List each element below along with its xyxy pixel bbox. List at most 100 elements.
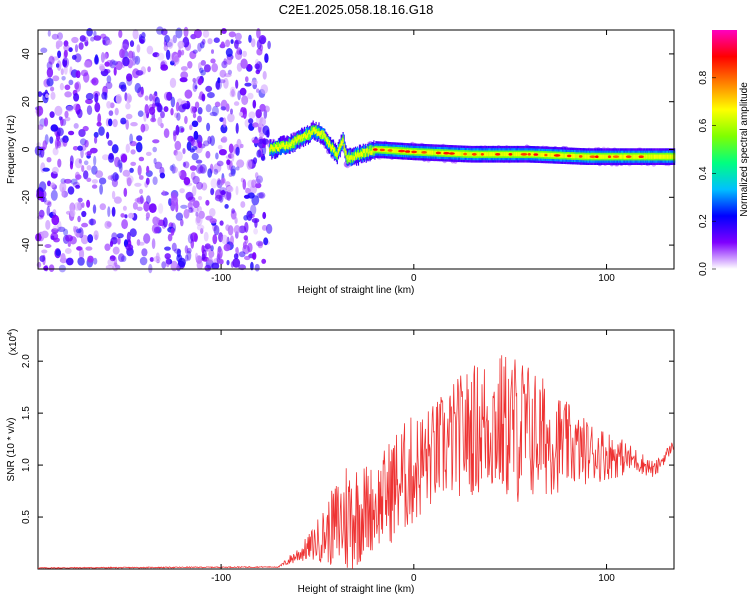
colorbar-tick-label: 0.8 — [698, 70, 709, 84]
signal-cell — [652, 154, 654, 159]
signal-cell — [352, 156, 354, 161]
signal-cell — [428, 150, 430, 155]
spectrogram-y-tick-label: 20 — [21, 96, 32, 108]
noise-cell — [231, 208, 236, 214]
noise-cell — [209, 208, 216, 217]
signal-cell — [456, 151, 458, 156]
noise-cell — [187, 61, 193, 69]
noise-cell — [252, 122, 259, 128]
noise-cell — [60, 68, 64, 76]
spectrogram-y-tick-label: 0 — [21, 146, 32, 152]
noise-cell — [41, 249, 48, 254]
noise-cell — [89, 147, 98, 154]
noise-cell — [167, 233, 173, 242]
noise-cell — [93, 30, 97, 37]
signal-cell — [623, 154, 626, 159]
signal-cell — [476, 152, 478, 157]
noise-cell — [145, 151, 152, 156]
signal-cell — [633, 154, 635, 159]
noise-cell — [174, 112, 179, 119]
noise-cell — [206, 122, 211, 132]
noise-cell — [137, 165, 142, 176]
signal-cell — [663, 154, 665, 159]
signal-cell — [668, 154, 670, 159]
signal-cell — [307, 130, 309, 135]
noise-cell — [68, 130, 75, 136]
noise-cell — [66, 105, 74, 112]
signal-peak-cell — [595, 155, 599, 158]
noise-cell — [184, 245, 189, 254]
signal-cell — [358, 152, 361, 158]
noise-cell — [126, 231, 131, 243]
signal-cell — [674, 154, 676, 159]
signal-cell — [332, 148, 335, 153]
noise-cell — [183, 26, 189, 38]
noise-cell — [246, 159, 253, 170]
noise-cell — [164, 246, 171, 251]
noise-cell — [230, 168, 236, 177]
noise-cell — [91, 77, 99, 86]
noise-cell — [69, 155, 74, 166]
spectrogram-y-axis-label: Frequency (Hz) — [6, 115, 17, 184]
signal-cell — [362, 148, 364, 154]
signal-cell — [459, 151, 461, 156]
signal-cell — [563, 153, 565, 158]
noise-cell — [143, 111, 147, 122]
noise-cell — [173, 55, 180, 63]
signal-cell — [340, 140, 342, 146]
noise-cell — [107, 140, 113, 146]
signal-cell — [647, 154, 649, 159]
noise-cell — [215, 80, 222, 90]
noise-cell — [237, 90, 241, 101]
noise-cell — [87, 234, 94, 244]
signal-cell — [315, 127, 317, 140]
noise-cell — [186, 141, 192, 151]
signal-cell — [397, 148, 399, 153]
colorbar-tick-label: 0.0 — [698, 262, 709, 276]
signal-cell — [369, 150, 371, 156]
signal-cell — [306, 133, 309, 138]
noise-cell — [218, 232, 224, 243]
noise-cell — [50, 189, 58, 201]
signal-cell — [541, 152, 543, 157]
noise-cell — [94, 136, 98, 144]
signal-cell — [330, 144, 332, 149]
signal-cell — [297, 136, 299, 141]
noise-cell — [157, 116, 163, 127]
noise-cell — [171, 166, 178, 174]
noise-cell — [222, 117, 227, 128]
noise-cell — [57, 32, 63, 40]
noise-cell — [152, 52, 160, 58]
noise-cell — [197, 141, 202, 149]
noise-cell — [134, 182, 142, 187]
signal-peak-cell — [448, 152, 455, 155]
noise-cell — [134, 82, 142, 94]
noise-cell — [203, 64, 211, 73]
noise-cell — [225, 48, 233, 57]
noise-cell — [240, 143, 244, 149]
noise-cell — [195, 164, 204, 174]
noise-cell — [130, 161, 137, 166]
noise-cell — [165, 49, 171, 60]
signal-cell — [290, 141, 292, 146]
noise-cell — [111, 232, 118, 240]
noise-cell — [252, 139, 260, 144]
noise-cell — [177, 40, 185, 49]
signal-cell — [354, 152, 356, 160]
signal-cell — [644, 154, 646, 159]
snr-y-tick-label: 2.0 — [21, 354, 32, 368]
noise-cell — [98, 126, 105, 136]
noise-cell — [189, 200, 194, 206]
signal-peak-cell — [411, 150, 417, 154]
signal-cell — [291, 139, 293, 144]
noise-cell — [146, 165, 150, 174]
signal-cell — [491, 152, 494, 157]
signal-cell — [296, 135, 298, 143]
noise-cell — [247, 92, 254, 100]
noise-cell — [227, 69, 232, 75]
signal-cell — [619, 154, 621, 159]
noise-cell — [191, 152, 199, 161]
noise-cell — [196, 181, 204, 190]
noise-cell — [192, 200, 200, 208]
signal-cell — [304, 133, 306, 141]
